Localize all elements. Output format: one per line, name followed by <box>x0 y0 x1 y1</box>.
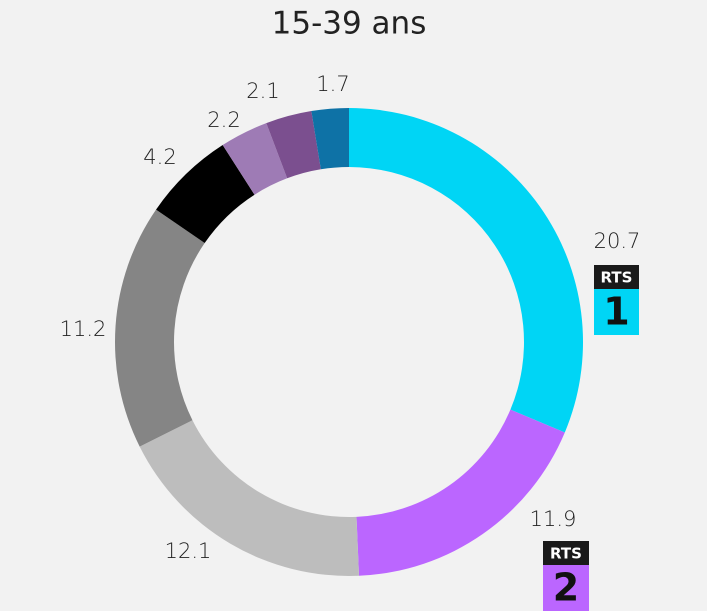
logo-brand-box <box>594 265 639 289</box>
donut-slice <box>356 409 565 576</box>
logo-number-box <box>543 565 589 611</box>
chart-title: 15-39 ans <box>272 6 427 42</box>
slice-label: 11.2 <box>60 317 107 341</box>
donut-slice <box>156 145 255 244</box>
logo-number-box <box>594 289 639 335</box>
slice-label: 1.7 <box>316 72 349 96</box>
slice-label: 2.1 <box>246 79 279 103</box>
donut-slice <box>266 111 321 179</box>
slice-label: 4.2 <box>143 145 176 169</box>
logo-brand-box <box>543 541 589 565</box>
slice-label: 2.2 <box>207 108 240 132</box>
slice-label: 20.7 <box>594 229 641 253</box>
logo-brand: RTS <box>601 269 633 287</box>
donut-slice <box>139 420 360 576</box>
donut-slice <box>115 209 205 447</box>
donut-slice <box>311 108 349 170</box>
slice-label: 12.1 <box>165 539 212 563</box>
slice-label: 11.9 <box>530 507 577 531</box>
donut-slice <box>349 108 583 433</box>
logo-brand: RTS <box>550 545 582 563</box>
donut-slice <box>222 123 288 195</box>
logo-number: 1 <box>603 290 629 334</box>
logo-number: 2 <box>553 566 579 610</box>
